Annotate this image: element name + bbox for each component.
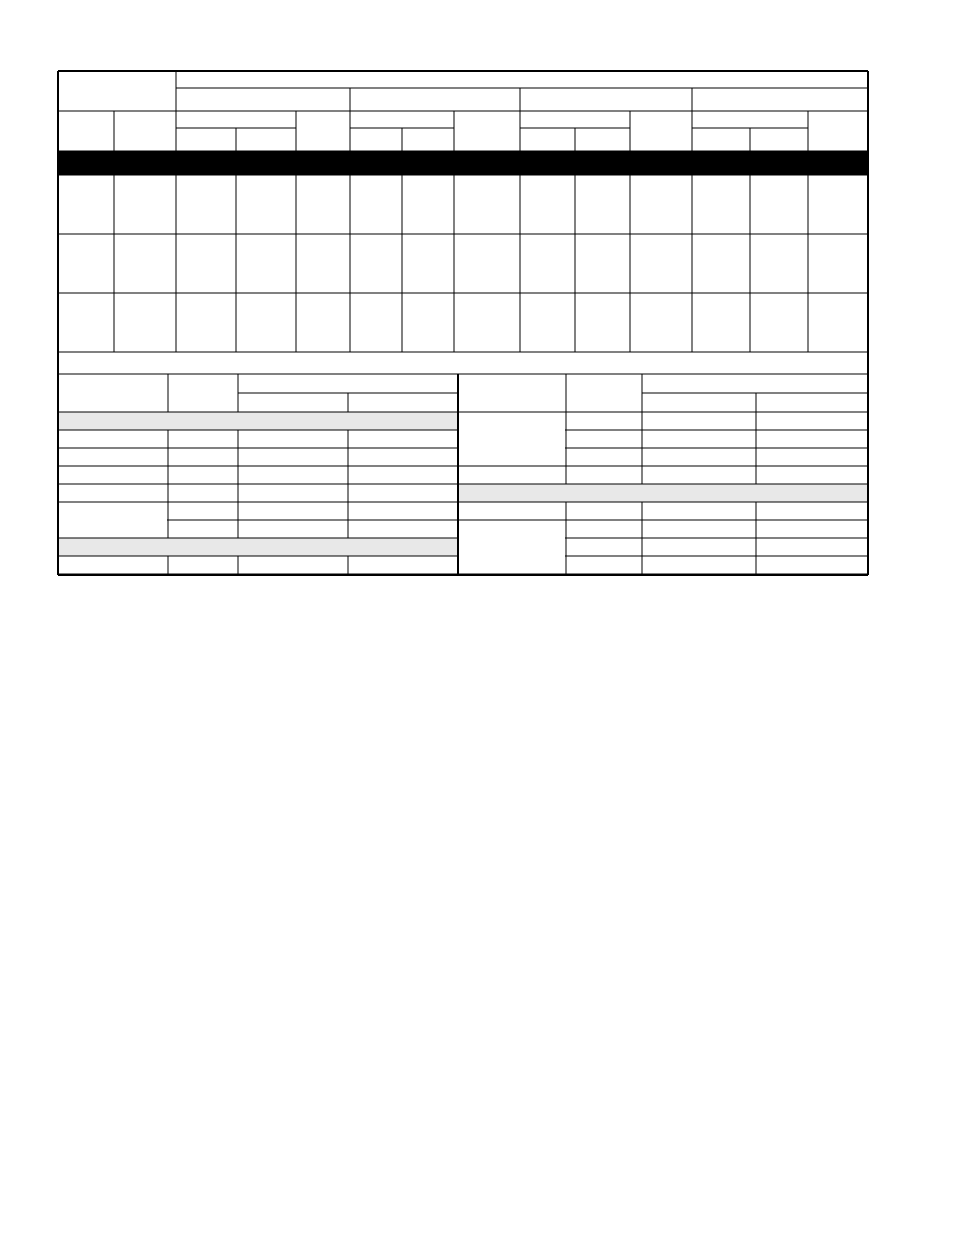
table-svg: [0, 0, 954, 1235]
page: [0, 0, 954, 1235]
